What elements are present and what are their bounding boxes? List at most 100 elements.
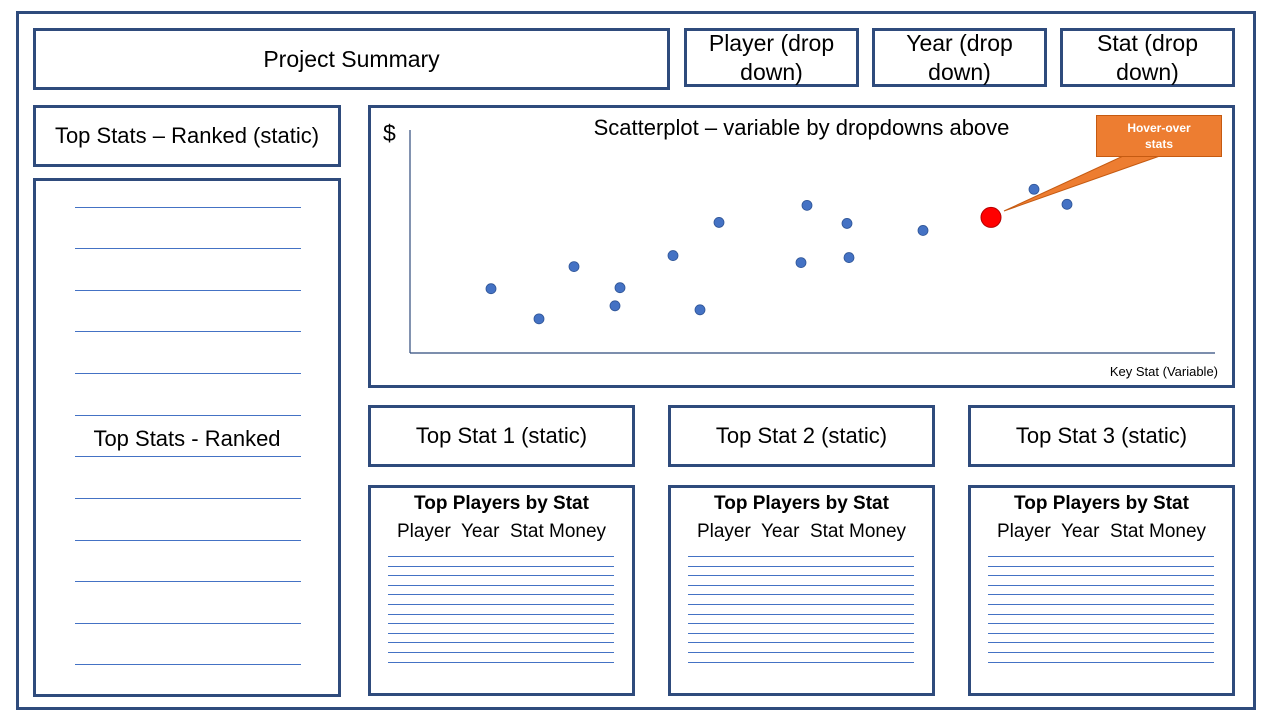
ranked-list-line [75,207,301,208]
table-row-line [988,575,1214,577]
table-row-line [688,652,914,653]
top-stats-ranked-title-box: Top Stats – Ranked (static) [33,105,341,167]
table-row-line [988,604,1214,605]
ranked-list-line [75,581,301,582]
ranked-list-line [75,331,301,332]
hover-over-stats-callout: Hover-over stats [1096,115,1222,157]
project-summary-box: Project Summary [33,28,670,90]
scatter-point[interactable] [609,300,621,312]
table-row-line [388,565,614,567]
table-row-line [988,584,1214,586]
table-row-line [388,604,614,605]
top-stat-3-box: Top Stat 3 (static) [968,405,1235,467]
ranked-list-line [75,540,301,541]
scatter-point[interactable] [1061,198,1073,210]
table-row-line [988,661,1214,663]
table-row-line [688,623,914,625]
scatter-point[interactable] [1028,183,1040,195]
table-row-line [688,594,914,596]
scatter-point[interactable] [843,252,855,263]
top-stat-2-title: Top Stat 2 (static) [715,423,888,448]
table-row-line [388,594,614,596]
table-row-line [988,623,1214,625]
top-players-title-2: Top Players by Stat [714,493,889,514]
table-row-line [688,632,914,634]
dashboard-frame [16,11,1256,710]
scatter-point[interactable] [568,261,580,273]
table-row-line [688,584,914,586]
callout-pointer [1003,150,1175,212]
table-row-line [988,594,1214,596]
ranked-list-line [75,623,301,624]
top-players-columns-1: Player Year Stat Money [396,521,607,542]
stat-dropdown[interactable]: Stat (drop down) [1060,28,1235,87]
ranked-list-line [75,456,301,457]
table-row-line [988,565,1214,567]
scatter-point[interactable] [614,282,626,294]
table-row-line [688,565,914,567]
scatterplot-chart [409,130,1215,354]
scatter-point[interactable] [694,304,706,316]
ranked-list-line [75,373,301,374]
x-axis-label: Key Stat (Variable) [1109,364,1218,379]
table-row-line [388,613,614,615]
top-players-table-2: Top Players by Stat Player Year Stat Mon… [668,485,935,696]
table-row-line [388,584,614,586]
top-players-columns-3: Player Year Stat Money [996,521,1207,542]
top-stats-ranked-title: Top Stats – Ranked (static) [54,123,320,148]
top-stat-3-title: Top Stat 3 (static) [1015,423,1188,448]
table-row-line [688,604,914,605]
top-stat-2-box: Top Stat 2 (static) [668,405,935,467]
scatterplot-panel: Scatterplot – variable by dropdowns abov… [368,105,1235,388]
table-row-line [388,642,614,644]
callout-label: Hover-over stats [1127,120,1191,151]
table-row-line [688,613,914,615]
table-row-line [688,556,914,557]
ranked-list-line [75,664,301,665]
ranked-list-line [75,248,301,249]
top-stats-ranked-list: Top Stats - Ranked [33,178,341,697]
table-row-line [688,642,914,644]
ranked-list-line [75,415,301,416]
table-row-line [988,613,1214,615]
top-players-columns-2: Player Year Stat Money [696,521,907,542]
project-summary-label: Project Summary [263,45,440,72]
player-dropdown[interactable]: Player (drop down) [684,28,859,87]
year-dropdown-label: Year (drop down) [906,29,1013,85]
table-row-line [388,632,614,634]
top-players-title-3: Top Players by Stat [1014,493,1189,514]
table-row-line [988,652,1214,653]
table-row-line [988,556,1214,557]
scatter-point[interactable] [795,257,807,268]
table-row-line [388,556,614,557]
top-stats-ranked-label: Top Stats - Ranked [93,426,281,451]
scatter-point[interactable] [485,283,497,295]
table-row-line [388,623,614,625]
ranked-list-line [75,498,301,499]
table-row-line [388,661,614,663]
top-players-table-1: Top Players by Stat Player Year Stat Mon… [368,485,635,696]
top-players-table-3: Top Players by Stat Player Year Stat Mon… [968,485,1235,696]
scatterplot-title: Scatterplot – variable by dropdowns abov… [593,115,1010,140]
year-dropdown[interactable]: Year (drop down) [872,28,1047,87]
scatter-point[interactable] [801,199,813,211]
y-axis-label: $ [383,120,396,146]
ranked-list-line [75,290,301,291]
scatter-point[interactable] [841,218,853,229]
top-players-title-1: Top Players by Stat [414,493,589,514]
top-stat-1-title: Top Stat 1 (static) [415,423,588,448]
player-dropdown-label: Player (drop down) [708,29,835,85]
highlighted-scatter-point[interactable] [980,206,1002,228]
table-row-line [688,661,914,663]
top-stat-1-box: Top Stat 1 (static) [368,405,635,467]
table-row-line [388,652,614,653]
stat-dropdown-label: Stat (drop down) [1097,29,1198,85]
table-row-line [688,575,914,577]
table-row-line [988,642,1214,644]
scatter-point[interactable] [667,250,679,261]
scatter-point[interactable] [917,225,929,236]
table-row-line [388,575,614,577]
table-row-line [988,632,1214,634]
scatter-point[interactable] [713,217,725,228]
scatter-point[interactable] [533,313,545,325]
